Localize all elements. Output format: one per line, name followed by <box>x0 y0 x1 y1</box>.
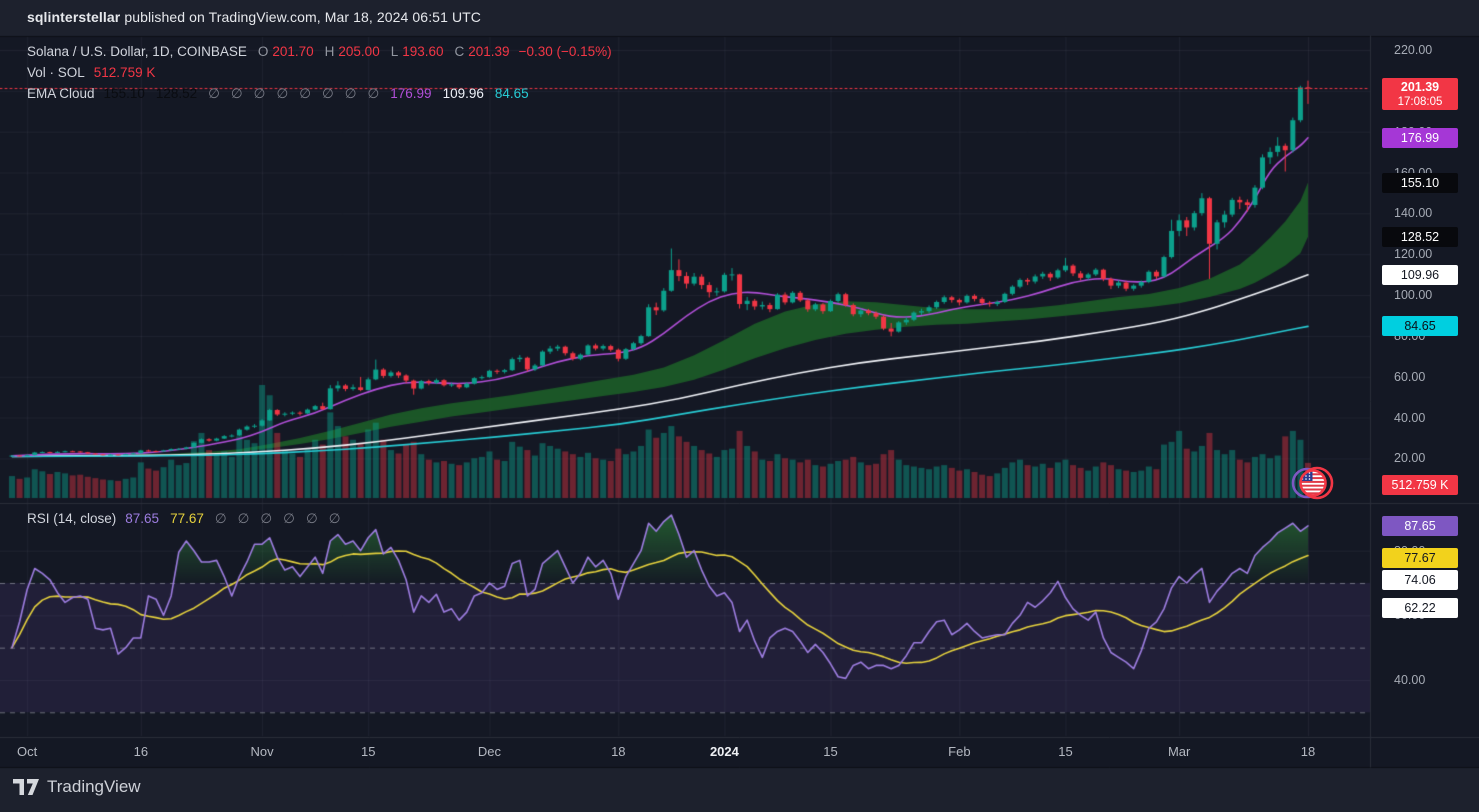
time-tick-label: Nov <box>250 744 274 759</box>
time-tick-label: 15 <box>360 744 376 759</box>
rsi-legend-value: ∅ <box>305 511 318 526</box>
ohlc-letter: O <box>257 44 269 59</box>
price-badge: 84.65 <box>1382 316 1458 337</box>
tradingview-logo-icon <box>13 779 39 795</box>
header-publish-info: published on TradingView.com, Mar 18, 20… <box>120 9 482 25</box>
ema-legend-value: 109.96 <box>442 86 484 101</box>
time-tick-label: 18 <box>611 744 626 759</box>
ohlc-value: 205.00 <box>338 44 380 59</box>
rsi-values: 87.65 77.67 ∅ ∅ ∅ ∅ ∅ ∅ <box>125 511 340 527</box>
volume-label: Vol · SOL <box>27 65 85 80</box>
rsi-badge: 87.65 <box>1382 515 1458 536</box>
ema-legend-value: ∅ <box>321 86 334 101</box>
rsi-legend-value: 77.67 <box>170 511 204 526</box>
price-badge: 109.96 <box>1382 264 1458 285</box>
countdown-timer: 17:08:05 <box>1397 96 1443 108</box>
time-tick-label: Mar <box>1167 744 1191 759</box>
rsi-legend-value: ∅ <box>214 511 227 526</box>
time-tick-label: 16 <box>133 744 149 759</box>
rsi-legend-row[interactable]: RSI (14, close) 87.65 77.67 ∅ ∅ ∅ ∅ ∅ ∅ <box>27 511 340 527</box>
header-bar: sqlinterstellar published on TradingView… <box>27 9 481 25</box>
time-tick-label: Feb <box>948 744 971 759</box>
price-tick-label: 40.00 <box>1394 410 1426 425</box>
rsi-badge: 62.22 <box>1382 598 1458 619</box>
symbol-legend-row[interactable]: Solana / U.S. Dollar, 1D, COINBASE O 201.… <box>27 44 612 59</box>
footer-bar: TradingView <box>13 777 141 797</box>
volume-badge: 512.759 K <box>1382 475 1458 495</box>
rsi-label: RSI (14, close) <box>27 511 117 526</box>
rsi-legend-value: ∅ <box>283 511 295 526</box>
rsi-legend-value: ∅ <box>260 511 273 526</box>
time-tick-label: 18 <box>1300 744 1316 759</box>
rsi-tick-label: 40.00 <box>1394 672 1426 687</box>
ema-legend-value: 128.52 <box>155 86 198 101</box>
ema-legend-value: ∅ <box>253 86 266 101</box>
tradingview-logo-link[interactable]: TradingView <box>13 777 141 797</box>
ohlc-value: 201.39 <box>468 44 510 59</box>
price-badge: 176.99 <box>1382 127 1458 148</box>
ema-legend-value: 176.99 <box>390 86 432 101</box>
price-tick-label: 100.00 <box>1394 288 1433 303</box>
ema-cloud-values: 155.10 128.52 ∅ ∅ ∅ ∅ ∅ ∅ ∅ ∅ 176.99 109.96 84.65 <box>104 86 529 102</box>
ohlc-value: 201.70 <box>272 44 314 59</box>
symbol-title: Solana / U.S. Dollar, 1D, COINBASE <box>27 44 247 59</box>
publisher-username: sqlinterstellar <box>27 9 121 25</box>
ohlc-values: O 201.70 H 205.00 L 193.60 C 201.39 <box>258 44 510 59</box>
rsi-badge: 74.06 <box>1382 569 1458 590</box>
ema-cloud-legend-row[interactable]: EMA Cloud 155.10 128.52 ∅ ∅ ∅ ∅ ∅ ∅ ∅ ∅ 176.99 109.… <box>27 86 529 102</box>
ema-legend-value: 84.65 <box>494 86 529 101</box>
rsi-legend-value: 87.65 <box>125 511 160 526</box>
ema-cloud-label: EMA Cloud <box>27 86 95 101</box>
time-tick-label: Dec <box>477 744 502 759</box>
rsi-legend-value: ∅ <box>328 511 341 526</box>
usd-flag-icon <box>1291 466 1334 500</box>
price-tick-label: 20.00 <box>1394 451 1426 466</box>
ohlc-letter: L <box>390 44 399 59</box>
ohlc-letter: H <box>324 44 335 59</box>
ema-legend-value: ∅ <box>367 86 380 101</box>
time-tick-label: 15 <box>823 744 838 759</box>
time-tick-label: 2024 <box>709 744 739 759</box>
price-badge: 128.52 <box>1382 226 1458 247</box>
ema-legend-value: ∅ <box>208 86 220 101</box>
price-tick-label: 120.00 <box>1394 247 1433 262</box>
ema-legend-value: 155.10 <box>103 86 145 101</box>
price-tick-label: 220.00 <box>1394 43 1433 57</box>
price-tick-label: 140.00 <box>1394 206 1433 221</box>
ohlc-letter: C <box>454 44 465 59</box>
rsi-badge: 77.67 <box>1382 548 1458 569</box>
volume-legend-row[interactable]: Vol · SOL 512.759 K <box>27 65 155 80</box>
price-badge: 201.39 17:08:05 <box>1382 78 1458 110</box>
rsi-legend-value: ∅ <box>237 511 250 526</box>
tradingview-brand-text: TradingView <box>47 777 141 796</box>
volume-value: 512.759 K <box>93 65 156 80</box>
time-tick-label: 15 <box>1058 744 1073 759</box>
ema-legend-value: ∅ <box>276 86 289 101</box>
ema-legend-value: ∅ <box>299 86 311 101</box>
change-value: −0.30 (−0.15%) <box>518 44 612 59</box>
time-tick-label: Oct <box>17 744 38 759</box>
ema-legend-value: ∅ <box>344 86 357 101</box>
ohlc-value: 193.60 <box>402 44 444 59</box>
price-badge: 155.10 <box>1382 172 1458 193</box>
price-tick-label: 60.00 <box>1394 369 1426 384</box>
ema-legend-value: ∅ <box>230 86 243 101</box>
